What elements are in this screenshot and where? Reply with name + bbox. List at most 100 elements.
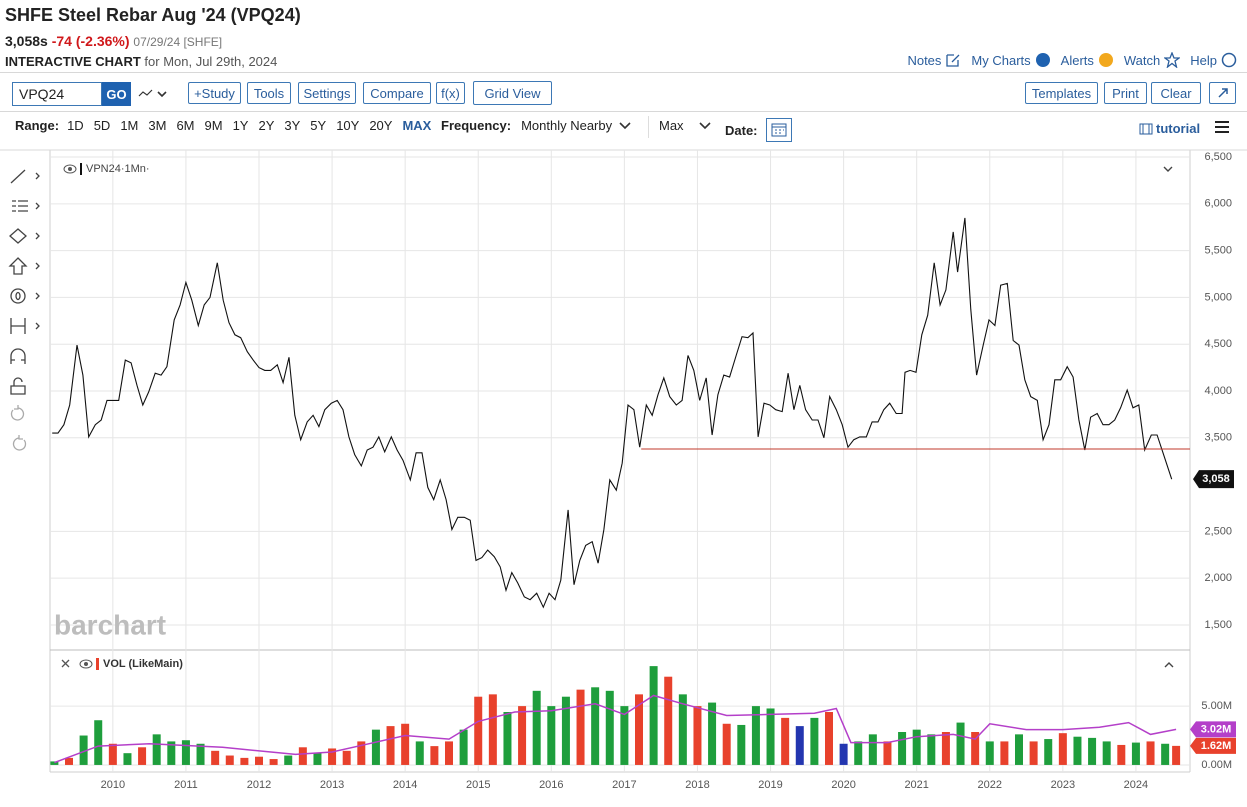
tutorial-link[interactable]: tutorial: [1139, 121, 1200, 136]
tutorial-text: tutorial: [1156, 121, 1201, 136]
volume-bar: [138, 747, 147, 765]
date-picker[interactable]: [765, 118, 792, 142]
volume-bar: [927, 734, 936, 765]
toolbar-button[interactable]: Templates: [1025, 82, 1098, 104]
date-group: Date:: [725, 118, 792, 142]
frequency-group: Frequency: Monthly Nearby: [441, 118, 632, 133]
frequency-select[interactable]: Monthly Nearby: [521, 118, 613, 133]
toolbar-button[interactable]: Grid View: [473, 81, 552, 105]
volume-bar: [1172, 745, 1181, 765]
chart-type-picker[interactable]: [137, 86, 169, 102]
tool-undo[interactable]: [10, 405, 25, 421]
eye-icon[interactable]: [79, 659, 93, 669]
toolbar-button[interactable]: Print: [1104, 82, 1147, 104]
tool-arrow[interactable]: [35, 232, 40, 240]
tool-shape[interactable]: [9, 228, 27, 244]
toolbar-button[interactable]: f(x): [436, 82, 465, 104]
volume-bar: [1058, 733, 1067, 765]
volume-bar: [883, 741, 892, 765]
header-link[interactable]: Alerts: [1061, 52, 1114, 68]
y-tick-label: 2,500: [1204, 525, 1232, 537]
volume-bar: [94, 720, 103, 765]
collapse-icon[interactable]: [1163, 166, 1173, 172]
toolbar-button[interactable]: Settings: [298, 82, 356, 104]
y-tick-label: 3,500: [1204, 432, 1232, 444]
volume-bar: [1161, 743, 1170, 765]
tool-line[interactable]: [10, 169, 26, 184]
range-option[interactable]: 10Y: [336, 118, 360, 133]
volume-bar: [474, 696, 483, 765]
y-tick-label: 5,500: [1204, 245, 1232, 257]
volume-bar: [65, 757, 73, 765]
tool-fib[interactable]: [12, 200, 28, 212]
header-link[interactable]: Watch: [1123, 52, 1181, 68]
x-tick-label: 2016: [539, 779, 563, 791]
tool-arrow[interactable]: [35, 172, 40, 180]
x-tick-label: 2021: [904, 779, 928, 791]
fullscreen-button[interactable]: [1209, 82, 1236, 104]
range-option[interactable]: 20Y: [369, 118, 393, 133]
last-price-box: [1193, 470, 1234, 489]
range-option[interactable]: 1M: [120, 118, 139, 133]
range-option[interactable]: 6M: [176, 118, 195, 133]
last-price: 3,058s: [5, 33, 48, 49]
range-option[interactable]: 9M: [204, 118, 223, 133]
x-tick-label: 2019: [758, 779, 782, 791]
price-change: -74 (-2.36%): [51, 33, 130, 49]
volume-bar: [123, 753, 132, 765]
tool-measure[interactable]: [10, 318, 26, 334]
symbol-input[interactable]: VPQ24: [12, 82, 102, 106]
volume-bar: [649, 666, 658, 765]
expand-icon[interactable]: [1164, 662, 1174, 668]
tool-arrow-up[interactable]: [8, 257, 28, 275]
tool-arrow[interactable]: [35, 202, 40, 210]
volume-bar: [839, 743, 848, 765]
volume-average-line: [54, 694, 1177, 764]
series-legend: VPN24·1Mn·: [86, 163, 150, 175]
date-label: Date:: [725, 122, 758, 138]
volume-bar: [1117, 744, 1126, 765]
menu-icon[interactable]: [1214, 120, 1230, 134]
tool-redo[interactable]: [12, 435, 27, 451]
toolbar-button[interactable]: Tools: [247, 82, 291, 104]
range-option[interactable]: MAX: [402, 118, 432, 133]
header-link-text: Watch: [1123, 52, 1161, 68]
tool-magnet[interactable]: [10, 348, 26, 364]
volume-bar: [591, 687, 600, 765]
volume-bar: [781, 717, 790, 765]
header-link[interactable]: Notes: [907, 52, 961, 68]
range-option[interactable]: 2Y: [258, 118, 275, 133]
volume-title: VOL (LikeMain): [103, 658, 183, 670]
icon-shape: [1221, 52, 1237, 68]
tool-arrow[interactable]: [35, 322, 40, 330]
range-option[interactable]: 1D: [67, 118, 84, 133]
tool-arrow[interactable]: [35, 292, 40, 300]
range-option[interactable]: 1Y: [232, 118, 249, 133]
tool-arrow[interactable]: [35, 262, 40, 270]
dropdown-arrow: [698, 121, 711, 129]
range-option[interactable]: 3M: [148, 118, 167, 133]
volume-bar: [985, 741, 994, 765]
range-option[interactable]: 5D: [93, 118, 111, 133]
tool-lock[interactable]: [10, 377, 26, 395]
volume-bar: [108, 743, 117, 765]
separator: [648, 116, 649, 138]
eye-icon[interactable]: [63, 164, 77, 174]
header-link[interactable]: My Charts: [971, 52, 1050, 68]
y-tick-label: 4,500: [1204, 338, 1232, 350]
range-option[interactable]: 3Y: [284, 118, 301, 133]
range-option[interactable]: 5Y: [310, 118, 327, 133]
tool-annotation[interactable]: [15, 291, 21, 301]
toolbar-button[interactable]: Compare: [363, 82, 431, 104]
tool-annotation[interactable]: [10, 288, 26, 304]
aggregation-select[interactable]: Max: [659, 118, 684, 133]
close-icon[interactable]: [61, 659, 70, 668]
go-button[interactable]: GO: [102, 82, 131, 106]
volume-bar: [211, 750, 220, 765]
toolbar-button[interactable]: Clear: [1151, 82, 1201, 104]
header-link[interactable]: Help: [1190, 52, 1237, 68]
toolbar-button[interactable]: +Study: [188, 82, 241, 104]
divider: [0, 72, 1247, 73]
header-link-icon: [1098, 53, 1113, 67]
